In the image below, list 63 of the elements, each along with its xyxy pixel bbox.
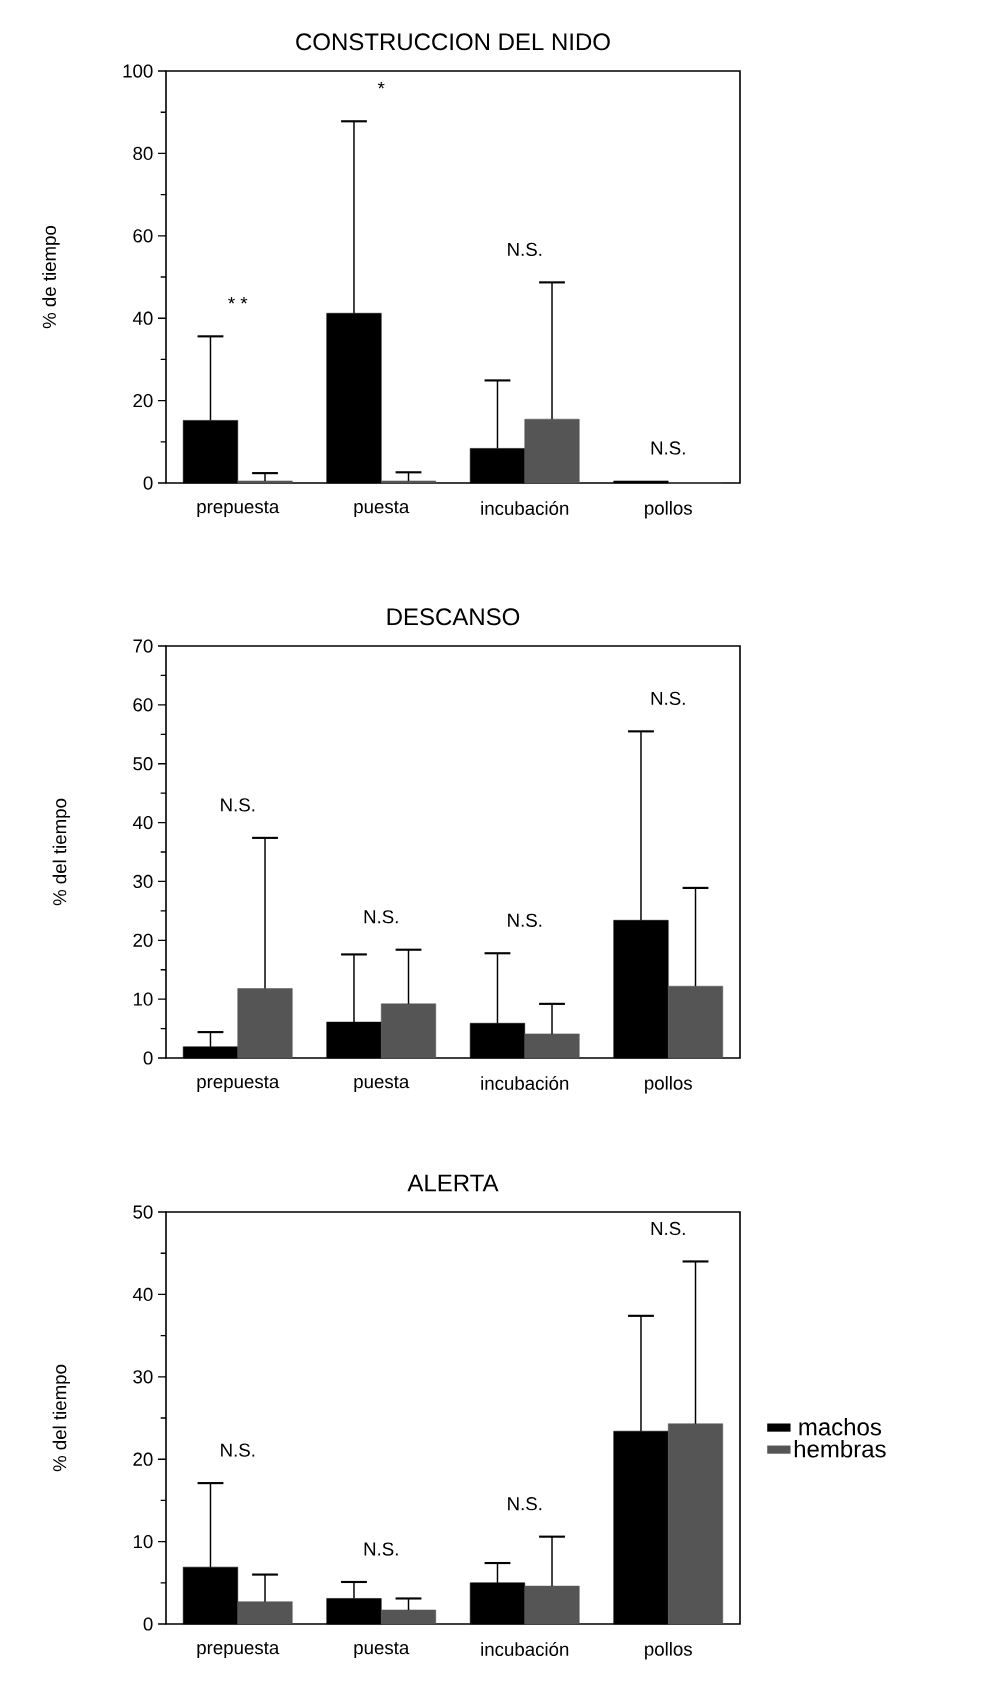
- chart-title: CONSTRUCCION DEL NIDO: [296, 33, 610, 51]
- y-tick-label: 30: [133, 1370, 153, 1384]
- y-tick-label: 40: [132, 815, 153, 830]
- bar: [380, 1003, 437, 1059]
- annotation: *: [377, 81, 385, 89]
- y-tick-label: 10: [133, 1534, 153, 1549]
- bar: [667, 985, 724, 1059]
- bar: [380, 480, 437, 484]
- y-tick-label: 20: [133, 393, 153, 408]
- y-tick-label: 10: [133, 992, 153, 1006]
- y-tick-label: 100: [123, 64, 153, 78]
- x-tick-label: puesta: [354, 501, 410, 517]
- x-tick-label: puesta: [354, 1642, 410, 1658]
- y-tick-label: 30: [133, 874, 153, 889]
- x-tick-label: incubación: [481, 501, 569, 515]
- legend-label: hembras: [794, 1439, 886, 1458]
- y-tick-label: 80: [133, 146, 153, 161]
- bar: [237, 988, 293, 1059]
- legend-label: machos: [799, 1417, 882, 1436]
- chart-title: ALERTA: [407, 1174, 499, 1192]
- y-tick-label: 40: [132, 311, 153, 325]
- bar: [667, 1423, 724, 1625]
- x-tick-label: pollos: [645, 1642, 692, 1660]
- bar: [524, 418, 580, 484]
- annotation: N.S.: [221, 798, 255, 812]
- x-tick-label: prepuesta: [197, 1076, 280, 1092]
- y-tick-label: 0: [143, 476, 153, 490]
- y-tick-label: 60: [133, 698, 153, 712]
- x-tick-label: incubación: [481, 1642, 569, 1656]
- annotation: N.S.: [508, 1497, 542, 1511]
- y-tick-label: 60: [133, 229, 153, 243]
- bar: [380, 1609, 437, 1625]
- y-tick-label: 20: [133, 933, 153, 947]
- bar: [524, 1033, 580, 1059]
- chart-title: DESCANSO: [387, 608, 520, 626]
- bar: [237, 1601, 293, 1625]
- annotation: N.S.: [651, 441, 685, 455]
- y-tick-label: 0: [143, 1617, 153, 1631]
- annotation: N.S.: [364, 910, 398, 924]
- bar: [237, 480, 293, 484]
- annotation: N.S.: [221, 1443, 255, 1457]
- annotation: N.S.: [508, 242, 542, 257]
- annotation: N.S.: [651, 691, 685, 706]
- x-tick-label: prepuesta: [197, 1642, 280, 1658]
- y-axis-title: % del tiempo: [52, 1364, 71, 1472]
- x-tick-label: pollos: [645, 1076, 692, 1094]
- y-tick-label: 0: [143, 1051, 153, 1065]
- x-tick-label: puesta: [354, 1076, 410, 1092]
- annotation: N.S.: [508, 913, 542, 927]
- y-tick-label: 50: [133, 757, 153, 771]
- annotation: * *: [228, 296, 248, 304]
- y-tick-label: 40: [132, 1287, 153, 1302]
- y-axis-title: % de tiempo: [42, 225, 60, 329]
- x-tick-label: prepuesta: [197, 501, 280, 517]
- y-tick-label: 20: [133, 1452, 153, 1466]
- bar: [524, 1585, 580, 1625]
- x-tick-label: pollos: [645, 501, 692, 519]
- y-axis-title: % del tiempo: [52, 798, 71, 906]
- y-tick-label: 70: [133, 639, 153, 653]
- x-tick-label: incubación: [481, 1076, 569, 1090]
- y-tick-label: 50: [133, 1205, 153, 1219]
- annotation: N.S.: [364, 1542, 398, 1556]
- annotation: N.S.: [651, 1221, 685, 1236]
